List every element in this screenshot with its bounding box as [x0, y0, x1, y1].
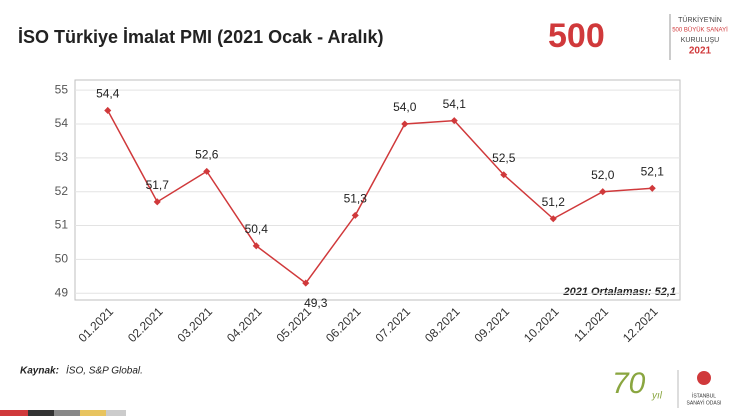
marker [599, 188, 607, 196]
iso-text: SANAYİ ODASI [687, 399, 722, 406]
value-label: 52,0 [591, 168, 615, 182]
y-tick-label: 51 [55, 218, 69, 232]
badge-text: 500 BÜYÜK SANAYİ [672, 27, 728, 34]
value-label: 49,3 [304, 296, 328, 310]
strip [106, 410, 126, 416]
marker [351, 211, 359, 219]
value-label: 51,2 [542, 195, 566, 209]
strip [80, 410, 106, 416]
marker [302, 279, 310, 287]
chart-title: İSO Türkiye İmalat PMI (2021 Ocak - Aral… [18, 27, 383, 47]
badge-text: TÜRKİYE'NİN [678, 15, 722, 24]
strip [28, 410, 54, 416]
value-label: 52,6 [195, 148, 219, 162]
strip [54, 410, 80, 416]
logo-70-suffix: yıl [651, 391, 663, 402]
marker [252, 242, 260, 250]
value-label: 54,4 [96, 87, 120, 101]
annotation: 2021 Ortalaması: 52,1 [562, 286, 676, 298]
y-tick-label: 49 [55, 285, 69, 299]
value-label: 54,1 [443, 97, 467, 111]
marker [203, 167, 211, 175]
y-tick-label: 54 [55, 116, 69, 130]
value-label: 52,1 [641, 164, 665, 178]
y-tick-label: 52 [55, 184, 69, 198]
source-text: İSO, S&P Global. [66, 365, 143, 377]
iso-text: İSTANBUL [692, 392, 716, 399]
logo-500: 500 [548, 17, 605, 55]
marker [450, 117, 458, 125]
value-label: 52,5 [492, 151, 516, 165]
y-tick-label: 53 [55, 150, 69, 164]
plot-frame [74, 79, 681, 301]
strip [0, 410, 28, 416]
logo-70: 70 [612, 367, 646, 400]
badge-text: 2021 [689, 46, 712, 57]
value-label: 51,3 [344, 192, 368, 206]
marker [153, 198, 161, 206]
badge-text: KURULUŞU [681, 37, 720, 44]
marker [104, 106, 112, 114]
value-label: 51,7 [146, 178, 170, 192]
marker [500, 171, 508, 179]
value-label: 54,0 [393, 100, 417, 114]
marker [401, 120, 409, 128]
line [107, 110, 653, 285]
y-tick-label: 50 [55, 252, 69, 266]
value-label: 50,4 [245, 222, 269, 236]
y-tick-label: 55 [55, 82, 69, 96]
source-label: Kaynak: [20, 366, 59, 377]
marker [648, 184, 656, 192]
iso-icon [697, 371, 711, 385]
marker [549, 215, 557, 223]
